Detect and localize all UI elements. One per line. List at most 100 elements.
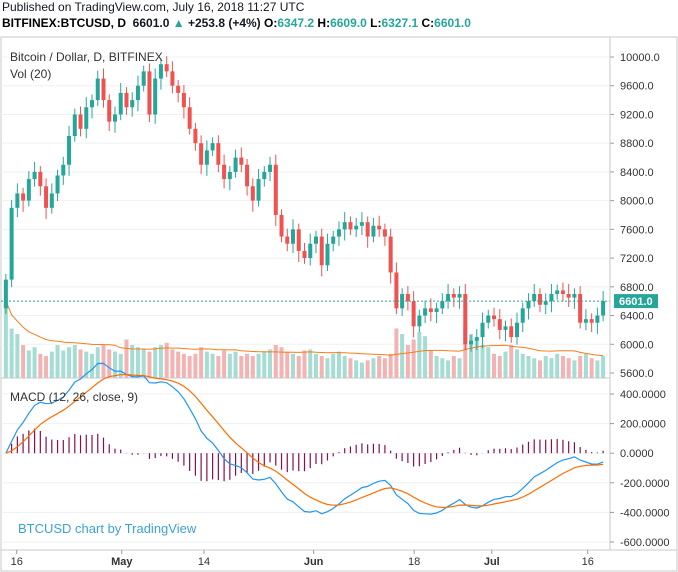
macd-tick-label: 400.0000	[620, 389, 666, 401]
candle-body	[411, 301, 416, 327]
volume-bar	[514, 349, 519, 378]
low-value: 6327.1	[381, 16, 419, 30]
volume-bar	[296, 356, 301, 378]
macd-axis[interactable]: 400.0000 200.0000 0.0000 -200.0000 -400.0000…	[610, 389, 670, 549]
volume-bar	[3, 301, 8, 378]
volume-bar	[308, 349, 313, 378]
volume-bar	[526, 356, 531, 378]
volume-bar	[210, 353, 215, 378]
candle-body	[578, 294, 583, 323]
high-value: 6609.0	[330, 16, 367, 30]
volume-bar	[365, 360, 370, 378]
macd-line	[5, 362, 604, 515]
candle-body	[354, 225, 359, 230]
candle-body	[526, 301, 531, 309]
price-axis[interactable]: 10000.0 9600.0 9200.0 8800.0 8400.0 8000.0 760…	[610, 52, 660, 380]
volume-bar	[566, 358, 571, 378]
volume-bar	[509, 345, 514, 378]
macd-grid	[1, 393, 610, 543]
macd-indicator-label: MACD (12, 26, close, 9)	[10, 390, 138, 404]
macd-tick-label: 0.0000	[620, 448, 654, 460]
candle-body	[268, 164, 273, 172]
published-caption: Published on TradingView.com, July 16, 2…	[2, 0, 305, 14]
price-tick-label: 7600.0	[620, 224, 654, 236]
volume-ma-line	[5, 300, 604, 357]
volume-bar	[382, 358, 387, 378]
macd-tick-label: -400.0000	[620, 507, 670, 519]
volume-bar	[319, 356, 324, 378]
volume-bar	[555, 353, 560, 378]
candle-body	[440, 301, 445, 309]
volume-indicator-label: Vol (20)	[10, 67, 51, 81]
volume-bar	[222, 350, 227, 378]
volume-bar	[107, 349, 112, 378]
candle-body	[124, 92, 129, 108]
candle-body	[469, 340, 474, 345]
volume-bar	[434, 356, 439, 378]
close-label: C:	[421, 16, 435, 30]
chart-title: Bitcoin / Dollar, D, BITFINEX	[10, 50, 163, 64]
volume-bar	[463, 325, 468, 378]
candle-body	[21, 193, 26, 201]
candle-body	[210, 143, 215, 151]
volume-bar	[273, 345, 278, 378]
candle-body	[423, 308, 428, 316]
candle-body	[463, 294, 468, 345]
candle-body	[135, 85, 140, 101]
candle-body	[187, 107, 192, 129]
volume-bar	[285, 351, 290, 378]
volume-bar	[560, 356, 565, 378]
candle-body	[90, 100, 95, 108]
candle-body	[78, 114, 83, 129]
candle-body	[595, 315, 600, 323]
volume-bar	[451, 356, 456, 378]
volume-bar	[176, 351, 181, 378]
candle-body	[193, 128, 198, 144]
candle-body	[486, 315, 491, 323]
candle-body	[176, 85, 181, 93]
candle-body	[388, 236, 393, 273]
volume-bar	[216, 356, 221, 378]
volume-bar	[239, 356, 244, 378]
candle-body	[61, 164, 66, 176]
candle-body	[555, 290, 560, 294]
volume-bar	[181, 353, 186, 378]
volume-bar	[457, 358, 462, 378]
price-value: 6601.0	[132, 16, 170, 30]
volume-bar	[44, 356, 49, 378]
volume-bar	[55, 345, 60, 378]
volume-bar	[101, 345, 106, 378]
candle-body	[537, 294, 542, 305]
candle-body	[9, 207, 14, 280]
volume-bar	[469, 334, 474, 378]
volume-bar	[348, 358, 353, 378]
candle-body	[158, 64, 163, 79]
candle-body	[164, 64, 169, 72]
volume-bar	[543, 356, 548, 378]
candle-body	[72, 114, 77, 136]
volume-bar	[21, 345, 26, 378]
volume-bar	[583, 353, 588, 378]
price-tick-label: 8800.0	[620, 138, 654, 150]
time-axis[interactable]: 16 May 14 Jun 18 Jul 16	[11, 550, 594, 568]
volume-bar	[84, 351, 89, 378]
symbol-info-bar: BITFINEX:BTCUSD, D 6601.0 ▲ +253.8 (+4%)…	[2, 16, 471, 30]
volume-bar	[153, 347, 158, 378]
volume-bar	[342, 356, 347, 378]
volume-bar	[423, 336, 428, 378]
last-price-label: 6601.0	[619, 296, 653, 308]
candle-body	[199, 143, 204, 165]
candle-body	[589, 319, 594, 323]
candle-body	[107, 100, 112, 122]
volume-bar	[90, 353, 95, 378]
candle-body	[32, 171, 37, 180]
volume-bar	[279, 347, 284, 378]
volume-bar	[520, 353, 525, 378]
candle-body	[38, 171, 43, 187]
volume-bar	[497, 356, 502, 378]
candle-body	[451, 294, 456, 298]
candle-body	[44, 186, 49, 208]
candle-body	[474, 337, 479, 341]
candle-body	[285, 236, 290, 244]
